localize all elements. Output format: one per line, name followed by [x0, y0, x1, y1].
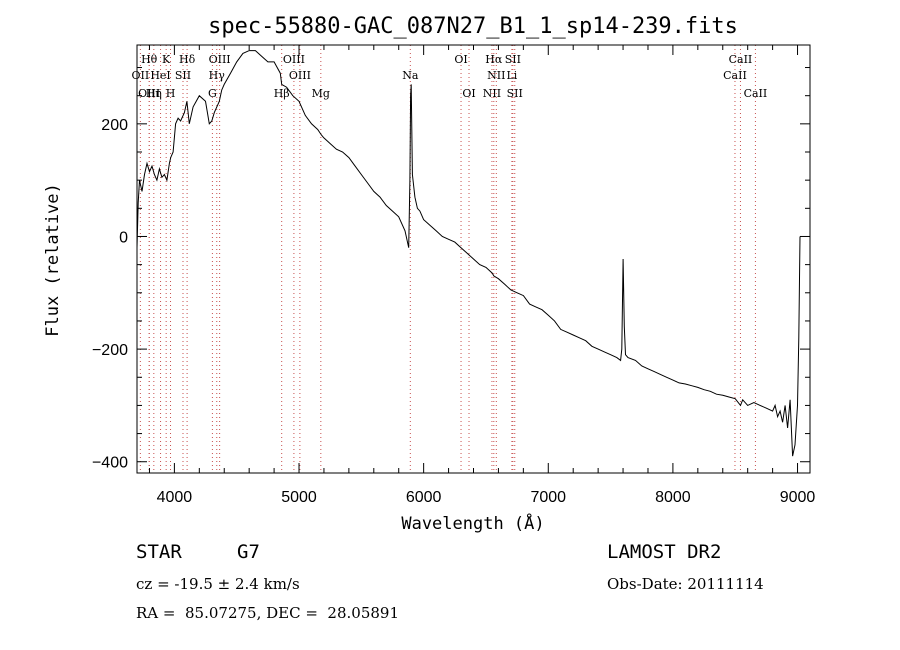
spectral-line-label: Na: [402, 69, 419, 82]
spectral-line-label: CaII: [729, 53, 753, 66]
spectrum-line: [136, 50, 801, 457]
spectral-line-label: OIII: [138, 87, 160, 100]
spectral-line-label: K: [162, 53, 171, 66]
spectral-line-markers: [139, 45, 756, 473]
y-tick-label: 200: [101, 117, 128, 134]
spectral-line-label: Hβ: [274, 87, 290, 100]
spectrum-series: [136, 50, 801, 457]
x-tick-label: 9000: [780, 489, 816, 506]
spectral-line-label: G: [208, 87, 217, 100]
spectral-line-label: NII: [483, 87, 501, 100]
spectral-line-label: SII: [507, 87, 523, 100]
chart-title: spec-55880-GAC_087N27_B1_1_sp14-239.fits: [208, 14, 738, 39]
spectral-line-label: Hη: [146, 87, 162, 100]
object-class: STAR: [136, 541, 182, 563]
spectral-line-label: OIII: [289, 69, 311, 82]
spectral-line-label: Mg: [312, 87, 330, 100]
x-tick-label: 4000: [157, 489, 193, 506]
spectral-line-label: OII: [132, 69, 150, 82]
survey-name: LAMOST DR2: [607, 541, 722, 563]
spectral-line-label: OIII: [209, 53, 231, 66]
spectral-line-label: Hδ: [179, 53, 196, 66]
spectral-line-label: Hθ: [141, 53, 158, 66]
x-tick-label: 7000: [530, 489, 566, 506]
y-tick-label: −200: [92, 342, 128, 359]
axis-tick-labels: 4000 5000 6000 7000 8000 9000 −400 −200 0 200: [92, 117, 815, 506]
y-tick-label: 0: [119, 229, 128, 246]
spectral-line-label: CaII: [744, 87, 768, 100]
spectral-line-label: NII: [487, 69, 505, 82]
x-tick-label: 8000: [655, 489, 691, 506]
spectral-line-label: Hγ: [209, 69, 226, 82]
spectral-line-label: SII: [505, 53, 521, 66]
spectral-line-label: OI: [454, 53, 467, 66]
observation-date: Obs-Date: 20111114: [607, 575, 764, 593]
redshift-text: cz = -19.5 ± 2.4 km/s: [136, 575, 300, 593]
spectral-line-label: OIII: [283, 53, 305, 66]
x-tick-label: 5000: [281, 489, 317, 506]
spectral-line-label: CaII: [723, 69, 747, 82]
spectral-line-label: SII: [175, 69, 191, 82]
spectral-line-label: Li: [506, 69, 517, 82]
x-tick-label: 6000: [406, 489, 442, 506]
spectral-line-label: H: [166, 87, 176, 100]
x-axis-label: Wavelength (Å): [401, 512, 544, 534]
spectral-line-label: Hα: [485, 53, 503, 66]
y-axis-label: Flux (relative): [43, 183, 63, 337]
spectral-line-label: HeI: [150, 69, 170, 82]
coordinates-text: RA = 85.07275, DEC = 28.05891: [136, 604, 400, 622]
spectral-line-label: OI: [462, 87, 475, 100]
y-tick-label: −400: [92, 455, 128, 472]
axis-ticks: [137, 45, 810, 473]
object-subclass: G7: [237, 541, 260, 563]
